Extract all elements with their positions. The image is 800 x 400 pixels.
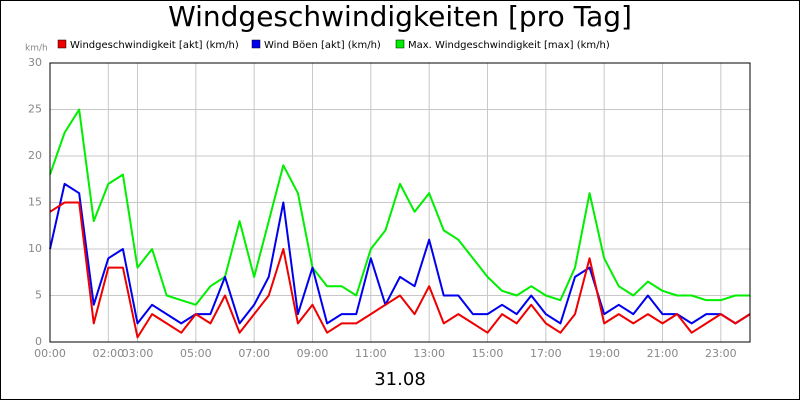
x-tick-label: 03:00 (122, 347, 154, 360)
y-tick-label: 30 (28, 56, 42, 69)
y-tick-label: 0 (35, 335, 42, 348)
x-tick-label: 05:00 (180, 347, 212, 360)
x-tick-label: 15:00 (472, 347, 504, 360)
x-tick-label: 00:00 (34, 347, 66, 360)
x-tick-label: 17:00 (530, 347, 562, 360)
y-tick-label: 25 (28, 103, 42, 116)
series-line (49, 201, 751, 339)
x-axis-label: 31.08 (374, 369, 426, 390)
legend-label: Wind Böen [akt] (km/h) (264, 40, 381, 51)
x-tick-label: 23:00 (705, 347, 737, 360)
x-tick-label: 02:00 (92, 347, 124, 360)
series-line (49, 108, 750, 306)
x-tick-label: 07:00 (238, 347, 270, 360)
legend-label: Max. Windgeschwindigkeit [max] (km/h) (408, 40, 610, 51)
plot-border (49, 62, 751, 343)
series-line (49, 182, 751, 325)
legend-label: Windgeschwindigkeit [akt] (km/h) (70, 40, 239, 51)
legend-swatch (251, 39, 261, 49)
x-tick-label: 19:00 (588, 347, 620, 360)
x-tick-label: 21:00 (647, 347, 679, 360)
x-tick-label: 09:00 (297, 347, 329, 360)
y-tick-label: 15 (28, 196, 42, 209)
y-tick-label: 5 (35, 289, 42, 302)
x-tick-label: 11:00 (355, 347, 387, 360)
x-tick-label: 13:00 (413, 347, 445, 360)
y-tick-label: 10 (28, 242, 42, 255)
legend-swatch (57, 39, 67, 49)
legend-swatch (395, 39, 405, 49)
chart-title: Windgeschwindigkeiten [pro Tag] (168, 0, 632, 33)
y-axis-label: km/h (25, 44, 48, 54)
y-tick-label: 20 (28, 149, 42, 162)
